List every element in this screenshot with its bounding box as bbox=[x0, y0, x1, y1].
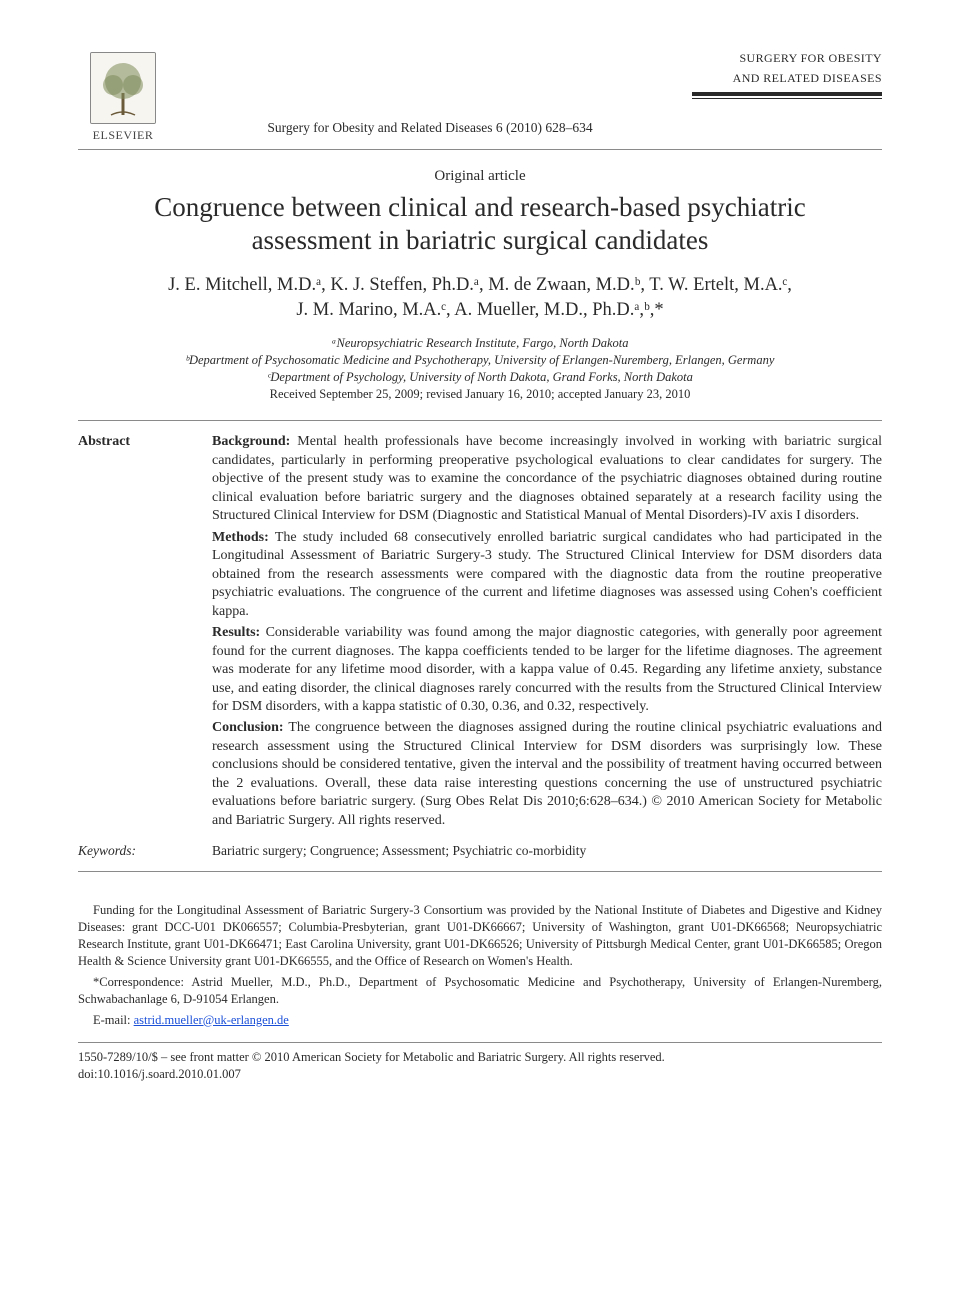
results-text: Considerable variability was found among… bbox=[212, 625, 882, 714]
issn-line: 1550-7289/10/$ – see front matter © 2010… bbox=[78, 1049, 882, 1066]
results-head: Results: bbox=[212, 625, 260, 640]
author-list: J. E. Mitchell, M.D.ᵃ, K. J. Steffen, Ph… bbox=[88, 273, 872, 323]
correspondence-note: *Correspondence: Astrid Mueller, M.D., P… bbox=[78, 974, 882, 1008]
abstract-methods: Methods: The study included 68 consecuti… bbox=[212, 529, 882, 621]
abstract-conclusion: Conclusion: The congruence between the d… bbox=[212, 719, 882, 830]
brand-rule-thick bbox=[692, 92, 882, 96]
footnotes: Funding for the Longitudinal Assessment … bbox=[78, 902, 882, 1028]
authors-line-1: J. E. Mitchell, M.D.ᵃ, K. J. Steffen, Ph… bbox=[88, 273, 872, 298]
email-line: E-mail: astrid.mueller@uk-erlangen.de bbox=[78, 1012, 882, 1029]
doi-line: doi:10.1016/j.soard.2010.01.007 bbox=[78, 1066, 882, 1083]
authors-line-2: J. M. Marino, M.A.ᶜ, A. Mueller, M.D., P… bbox=[88, 298, 872, 323]
conclusion-text: The congruence between the diagnoses ass… bbox=[212, 720, 882, 827]
elsevier-tree-icon bbox=[90, 52, 156, 124]
journal-brand-line2: AND RELATED DISEASES bbox=[692, 72, 882, 86]
abstract-body: Background: Mental health professionals … bbox=[212, 433, 882, 833]
abstract-block: Abstract Background: Mental health profe… bbox=[78, 433, 882, 833]
article-dates: Received September 25, 2009; revised Jan… bbox=[78, 387, 882, 402]
background-text: Mental health professionals have become … bbox=[212, 434, 882, 523]
abstract-top-rule bbox=[78, 420, 882, 421]
brand-rule-thin bbox=[692, 98, 882, 99]
affiliation-b: ᵇDepartment of Psychosomatic Medicine an… bbox=[78, 352, 882, 369]
keywords-row: Keywords: Bariatric surgery; Congruence;… bbox=[78, 843, 882, 859]
top-rule bbox=[78, 149, 882, 150]
journal-brand: SURGERY FOR OBESITY AND RELATED DISEASES bbox=[692, 52, 882, 101]
page: ELSEVIER Surgery for Obesity and Related… bbox=[0, 0, 960, 1290]
journal-reference: Surgery for Obesity and Related Diseases… bbox=[267, 120, 592, 135]
keywords-label: Keywords: bbox=[78, 843, 190, 859]
bottom-rule bbox=[78, 1042, 882, 1043]
background-head: Background: bbox=[212, 434, 290, 449]
email-label: E-mail: bbox=[93, 1013, 134, 1027]
abstract-label: Abstract bbox=[78, 433, 190, 833]
funding-note: Funding for the Longitudinal Assessment … bbox=[78, 902, 882, 970]
affiliation-c: ᶜDepartment of Psychology, University of… bbox=[78, 369, 882, 386]
keywords-text: Bariatric surgery; Congruence; Assessmen… bbox=[212, 843, 882, 859]
publisher-name: ELSEVIER bbox=[93, 128, 154, 143]
publisher-block: ELSEVIER bbox=[78, 52, 168, 143]
abstract-background: Background: Mental health professionals … bbox=[212, 433, 882, 525]
methods-text: The study included 68 consecutively enro… bbox=[212, 530, 882, 619]
journal-reference-wrap: Surgery for Obesity and Related Diseases… bbox=[168, 119, 692, 143]
article-type: Original article bbox=[78, 168, 882, 185]
affiliation-a: ᵃNeuropsychiatric Research Institute, Fa… bbox=[78, 335, 882, 352]
methods-head: Methods: bbox=[212, 530, 269, 545]
keywords-bottom-rule bbox=[78, 871, 882, 872]
correspondence-email-link[interactable]: astrid.mueller@uk-erlangen.de bbox=[134, 1013, 289, 1027]
conclusion-head: Conclusion: bbox=[212, 720, 284, 735]
journal-brand-line1: SURGERY FOR OBESITY bbox=[692, 52, 882, 66]
bottom-meta: 1550-7289/10/$ – see front matter © 2010… bbox=[78, 1049, 882, 1083]
article-title: Congruence between clinical and research… bbox=[98, 191, 862, 257]
abstract-results: Results: Considerable variability was fo… bbox=[212, 624, 882, 716]
header-row: ELSEVIER Surgery for Obesity and Related… bbox=[78, 52, 882, 143]
affiliations: ᵃNeuropsychiatric Research Institute, Fa… bbox=[78, 335, 882, 386]
